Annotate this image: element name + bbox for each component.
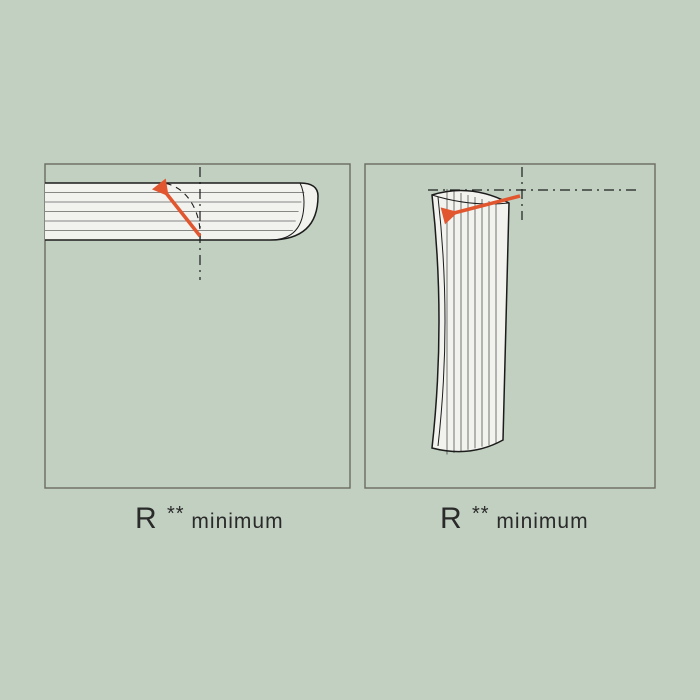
diagram-canvas: R ** minimumR ** minimum <box>0 0 700 700</box>
right-shape <box>432 191 509 452</box>
